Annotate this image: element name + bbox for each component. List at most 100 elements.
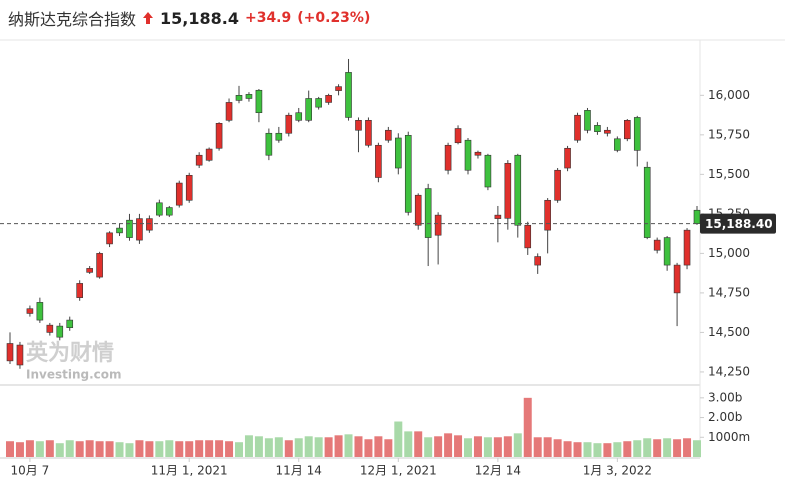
candle-body [116,227,123,234]
candle-body [484,154,492,188]
candle-body [693,209,701,224]
volume-bar [414,431,423,457]
candle-body [673,264,681,294]
x-tick-label: 12月 14 [475,464,521,478]
volume-bar [663,438,672,457]
candle-body [36,302,44,321]
candle-body [385,129,392,141]
volume-bar [45,440,54,457]
volume-bar [264,438,273,457]
volume-bar [145,441,154,457]
candle-body [305,98,312,121]
candle-body [544,199,551,231]
y-tick-label: 15,500 [708,167,750,181]
volume-bar [513,433,522,457]
candle-body [474,151,482,156]
candle-body [584,110,591,131]
volume-bar [284,440,293,457]
volume-bar [75,441,84,457]
y-tick-label: 14,750 [708,285,750,299]
candle-body [355,119,362,131]
candle-body [514,154,522,226]
volume-bar [374,436,383,457]
candle-body [564,147,571,169]
candle-body [66,319,74,328]
candle-body [215,123,223,149]
candle-body [86,268,93,273]
volume-bar [404,431,413,457]
candle-body [26,308,34,314]
volume-tick-label: 3.00b [708,390,742,404]
candle-body [434,214,442,236]
x-tick-label: 11月 14 [276,464,322,478]
candle-body [683,229,691,266]
volume-bar [434,436,443,457]
candle-body [245,94,253,99]
candle-body [335,86,342,91]
watermark: 英为财情 [26,340,114,366]
candle-body [195,154,203,166]
candle-body [325,95,332,103]
volume-bar [613,442,622,457]
volume-tick-label: 2.00b [708,410,742,424]
candle-body [166,207,173,216]
candle-body [424,188,432,238]
volume-bar [603,443,612,457]
volume-bar [225,441,234,457]
candle-body [504,162,512,219]
volume-bar [623,441,632,457]
candle-body [414,194,422,226]
candle-body [185,175,193,201]
candle-body [554,169,561,201]
volume-bar [643,438,652,457]
candle-body [534,256,541,266]
candle-body [205,148,213,161]
candle-body [275,132,283,141]
candle-body [16,344,24,366]
candle-body [136,218,143,241]
candle-body [46,324,54,333]
candle-body [255,89,263,114]
volume-bar [195,440,204,457]
volume-bar [673,439,682,457]
volume-bar [653,439,662,457]
volume-bar [693,440,701,457]
x-tick-label: 1月 3, 2022 [583,464,652,478]
candle-body [106,232,113,245]
up-arrow [143,12,154,24]
last-price-box [700,213,776,234]
candle-body [295,112,303,121]
candle-body [345,72,352,118]
candle-body [624,119,631,140]
volume-bar [503,436,512,457]
volume-bar [593,443,602,457]
y-tick-label: 15,750 [708,127,750,141]
watermark: Investing.com [26,368,122,382]
volume-bar [473,436,482,457]
volume-bar [294,438,303,457]
volume-bar [65,440,74,457]
x-tick-label: 12月 1, 2021 [360,464,437,478]
candle-body [375,144,382,178]
last-price-label: 15,188.40 [705,217,773,231]
volume-bar [274,437,283,457]
candle-body [76,283,83,298]
candle-body [265,132,273,156]
volume-bar [244,435,253,457]
candle-body [56,325,64,338]
volume-bar [344,434,353,457]
volume-bar [354,436,363,457]
volume-bar [314,437,323,457]
candle-body [444,144,452,171]
price: 15,188.4 [160,8,239,28]
volume-tick-label: 1000m [708,430,750,444]
candle-body [395,137,402,169]
candle-body [524,224,532,249]
title: 纳斯达克综合指数 [8,10,137,29]
y-tick-label: 14,500 [708,325,750,339]
volume-bar [523,397,532,457]
volume-bar [543,437,552,457]
candle-body [285,114,293,134]
